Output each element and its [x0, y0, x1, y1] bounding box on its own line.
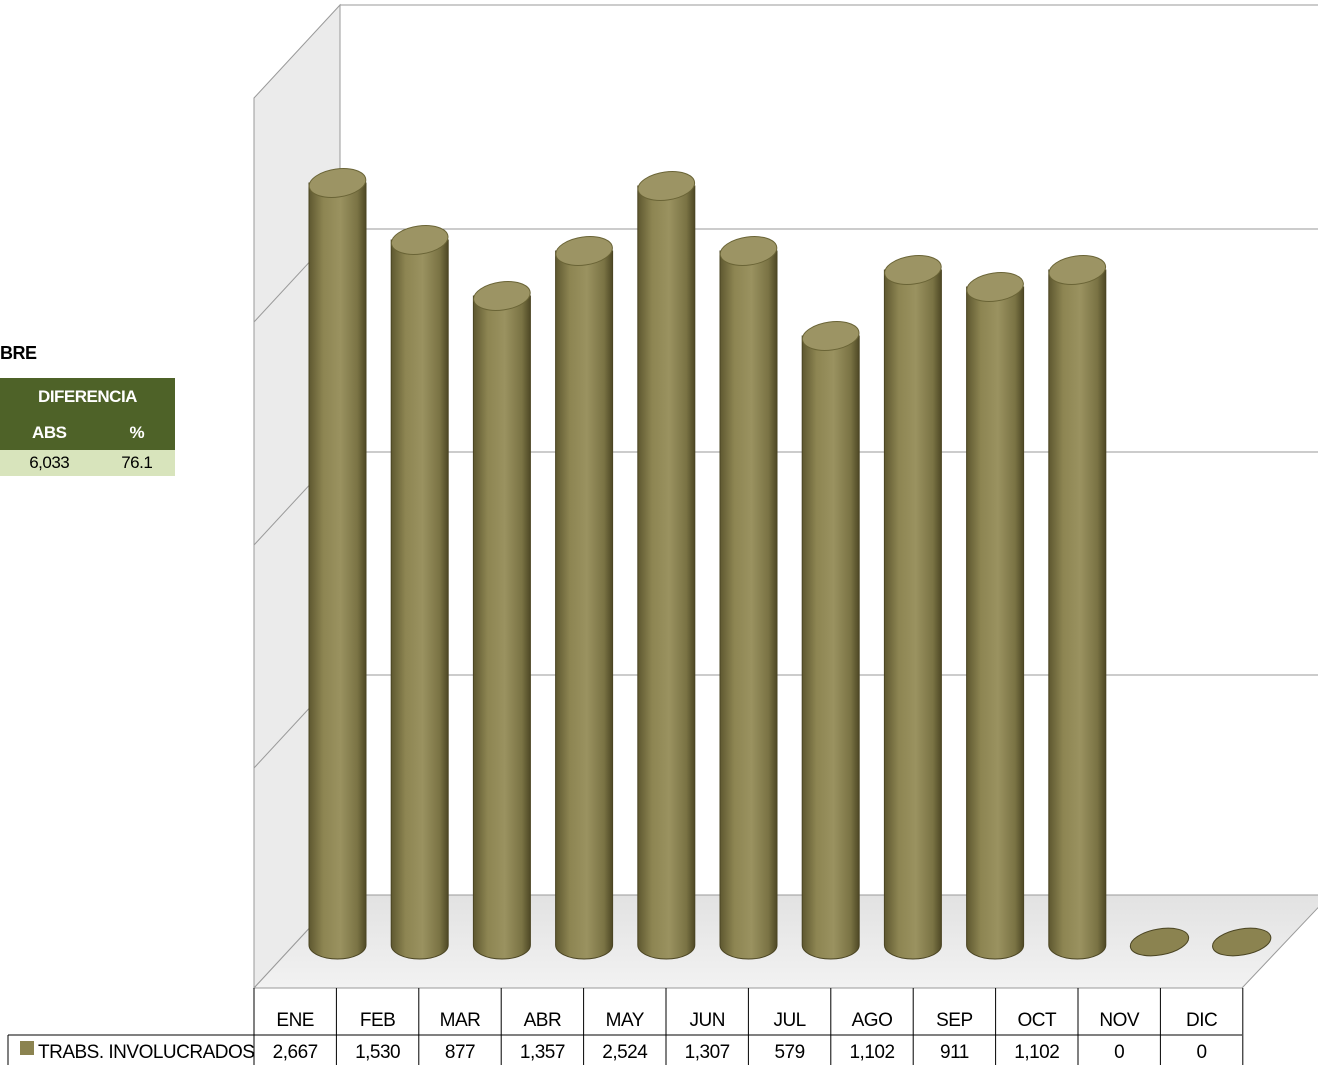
bar-sep — [966, 272, 1025, 960]
data-table-value: 2,524 — [602, 1042, 648, 1063]
bar-top — [884, 255, 942, 285]
bar-nov — [1129, 927, 1190, 957]
bar-oct — [1048, 255, 1107, 960]
x-tick-label: JUN — [689, 1010, 724, 1031]
bar-top — [719, 236, 778, 266]
bar-zero-disc — [1212, 927, 1272, 957]
bar-jul — [801, 321, 860, 960]
abs-column-header: ABS — [0, 416, 99, 450]
difference-header: DIFERENCIA — [0, 378, 175, 416]
data-table-value: 0 — [1114, 1042, 1124, 1063]
data-table-value: 877 — [445, 1042, 475, 1063]
bar-body — [883, 269, 942, 960]
data-table: ENE 2,667 FEB 1,530 MAR 877 ABR 1,357 MAY 2,524 JU… — [7, 988, 1244, 1065]
x-tick-label: SEP — [936, 1010, 973, 1031]
x-tick-label: ABR — [524, 1010, 562, 1031]
pct-column-header: % — [98, 416, 175, 450]
bar-top — [801, 321, 860, 351]
x-tick-label: MAR — [440, 1010, 481, 1031]
bar-zero-disc — [1129, 927, 1190, 957]
x-tick-label: AGO — [852, 1010, 893, 1031]
difference-table: DIFERENCIA ABS % 6,033 76.1 — [0, 378, 175, 476]
bar-feb — [390, 225, 449, 960]
x-tick-label: MAY — [606, 1010, 645, 1031]
abs-value: 6,033 — [0, 450, 99, 476]
bar-may — [637, 171, 696, 960]
bar-top — [966, 272, 1024, 302]
bar-body — [801, 335, 860, 960]
bar-body — [637, 185, 696, 960]
bar-mar — [472, 281, 531, 960]
legend-series-name: TRABS. INVOLUCRADOS — [38, 1042, 254, 1063]
x-tick-label: FEB — [360, 1010, 395, 1031]
data-table-value: 2,667 — [273, 1042, 318, 1063]
data-table-value: 911 — [940, 1042, 969, 1063]
data-table-value: 0 — [1197, 1042, 1207, 1063]
legend-swatch — [20, 1041, 34, 1055]
bar-body — [390, 239, 449, 960]
bar-ene — [308, 168, 367, 960]
bar-body — [472, 295, 531, 960]
bar-top — [390, 225, 449, 255]
data-table-value: 1,102 — [849, 1042, 894, 1063]
bar-body — [719, 250, 778, 960]
data-table-value: 579 — [774, 1042, 804, 1063]
bar-body — [966, 286, 1025, 960]
data-table-value: 1,307 — [685, 1042, 730, 1063]
bar-jun — [719, 236, 778, 960]
x-tick-label: NOV — [1099, 1010, 1140, 1031]
data-table-value: 1,102 — [1014, 1042, 1059, 1063]
side-table-title: BRE — [0, 343, 37, 363]
pct-value: 76.1 — [98, 450, 175, 476]
x-tick-label: DIC — [1186, 1010, 1217, 1031]
bar-body — [1048, 269, 1107, 960]
bar-dic — [1212, 927, 1272, 957]
bar-top — [1048, 255, 1107, 285]
bar-top — [473, 281, 531, 311]
x-tick-label: OCT — [1017, 1010, 1057, 1031]
x-tick-label: JUL — [773, 1010, 805, 1031]
bar-ago — [883, 255, 942, 960]
bar-abr — [555, 236, 614, 960]
x-tick-label: ENE — [276, 1010, 314, 1031]
bar-body — [308, 182, 367, 960]
data-table-value: 1,357 — [520, 1042, 565, 1063]
bar-top — [308, 168, 367, 198]
bar-body — [555, 250, 614, 960]
data-table-value: 1,530 — [355, 1042, 400, 1063]
bar-series — [308, 168, 1272, 960]
bar-top — [555, 236, 613, 266]
bar-top — [637, 171, 696, 201]
